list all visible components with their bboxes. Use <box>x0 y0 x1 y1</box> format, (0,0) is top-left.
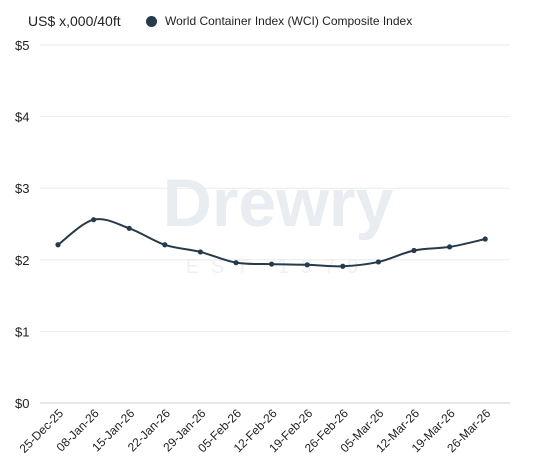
data-point[interactable] <box>411 247 417 254</box>
unit-label: US$ x,000/40ft <box>28 13 121 29</box>
x-tick-label: 29-Jan-26 <box>160 406 208 454</box>
data-point[interactable] <box>340 263 346 269</box>
data-point[interactable] <box>233 260 239 266</box>
x-tick-label: 22-Jan-26 <box>125 406 173 454</box>
data-point[interactable] <box>269 261 275 267</box>
legend-marker-icon <box>146 15 157 27</box>
y-tick-label: $0 <box>15 396 29 411</box>
x-tick-label: 25-Dec-25 <box>17 406 67 456</box>
watermark: Drewry EST 1970 <box>163 165 394 278</box>
y-tick-label: $4 <box>15 110 29 125</box>
data-point[interactable] <box>375 259 381 265</box>
data-point[interactable] <box>447 244 453 250</box>
x-tick-label: 26-Feb-26 <box>302 406 351 455</box>
series-line-layer <box>57 218 486 268</box>
data-point[interactable] <box>162 242 168 248</box>
grid <box>40 44 510 404</box>
data-point[interactable] <box>482 236 488 242</box>
legend[interactable]: World Container Index (WCI) Composite In… <box>146 14 412 28</box>
watermark-subtext: EST 1970 <box>186 256 371 278</box>
y-tick-label: $3 <box>15 181 29 196</box>
data-point[interactable] <box>197 249 203 255</box>
data-point[interactable] <box>126 225 132 231</box>
x-tick-label: 15-Jan-26 <box>89 406 137 454</box>
legend-label: World Container Index (WCI) Composite In… <box>165 14 413 28</box>
y-tick-label: $2 <box>15 253 29 268</box>
x-tick-label: 08-Jan-26 <box>54 406 102 454</box>
y-tick-label: $1 <box>15 324 29 339</box>
x-axis-ticks: 25-Dec-2508-Jan-2615-Jan-2622-Jan-2629-J… <box>17 406 494 456</box>
x-tick-label: 26-Mar-26 <box>444 406 493 455</box>
series-line <box>57 218 486 268</box>
series-points <box>55 217 488 269</box>
data-point[interactable] <box>55 242 61 248</box>
x-tick-label: 12-Mar-26 <box>373 406 422 455</box>
data-point[interactable] <box>304 262 310 268</box>
x-tick-label: 05-Feb-26 <box>195 406 244 455</box>
x-tick-label: 05-Mar-26 <box>337 406 386 455</box>
watermark-text: Drewry <box>163 165 394 241</box>
y-axis-ticks: $0 $1 $2 $3 $4 $5 <box>15 38 29 411</box>
x-tick-label: 12-Feb-26 <box>231 406 280 455</box>
x-tick-label: 19-Mar-26 <box>409 406 458 455</box>
x-tick-label: 19-Feb-26 <box>266 406 315 455</box>
data-point[interactable] <box>91 217 97 223</box>
y-tick-label: $5 <box>15 38 29 53</box>
